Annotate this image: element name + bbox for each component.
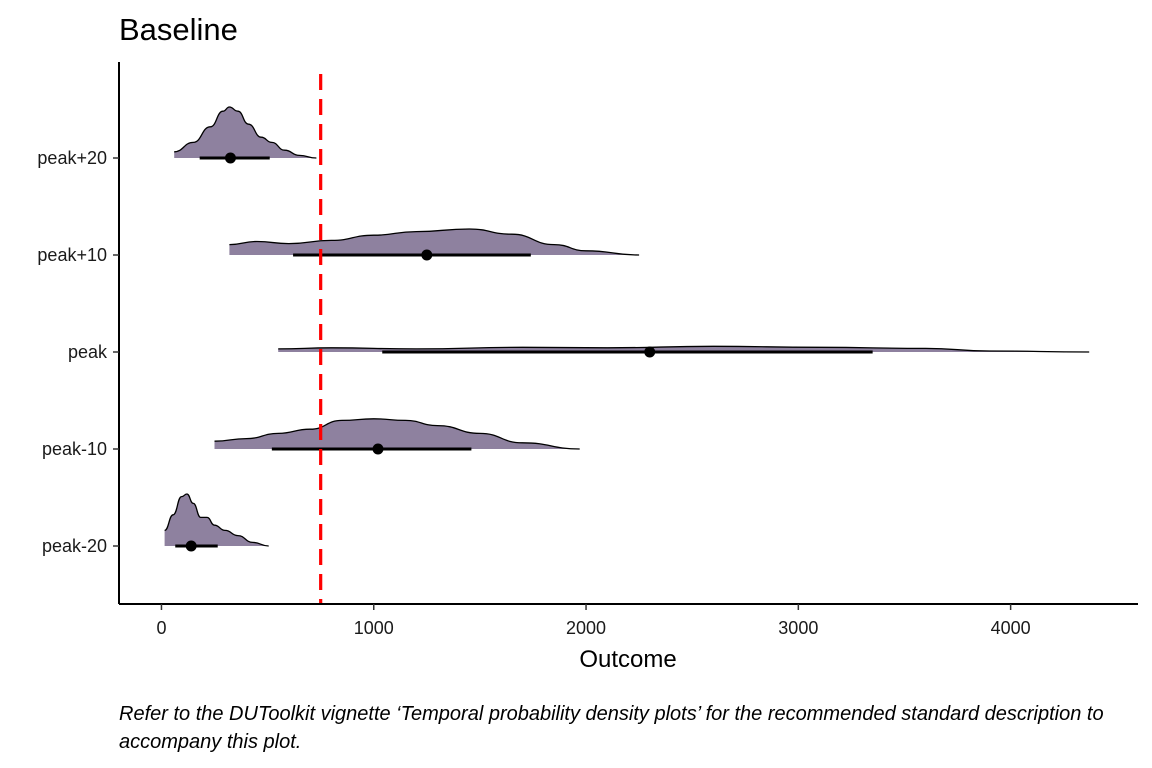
x-tick-label: 2000: [566, 618, 606, 638]
density-outline-peakplus10: [229, 228, 640, 256]
point-estimate-peakminus10: [372, 443, 384, 455]
chart-caption: Refer to the DUToolkit vignette ‘Tempora…: [119, 703, 1104, 753]
chart-title: Baseline: [119, 12, 238, 47]
point-estimate-peakplus20: [224, 152, 236, 164]
point-estimate-peakminus20: [185, 540, 197, 552]
density-fill-peakminus10: [214, 418, 580, 449]
density-fill-peakminus20: [164, 494, 269, 546]
x-tick-label: 3000: [778, 618, 818, 638]
x-axis-title: Outcome: [579, 646, 676, 673]
x-tick-label: 1000: [354, 618, 394, 638]
density-ridges: [164, 106, 1090, 552]
density-outline-peakplus20: [174, 106, 317, 159]
density-fill-peakplus20: [174, 107, 317, 158]
y-tick-label: peak: [68, 342, 108, 362]
density-outline-peakminus10: [214, 418, 580, 450]
x-tick-label: 0: [156, 618, 166, 638]
density-outline-peakminus20: [164, 493, 269, 547]
y-tick-label: peak-20: [42, 536, 107, 556]
x-tick-label: 4000: [991, 618, 1031, 638]
y-tick-label: peak+10: [37, 245, 107, 265]
ridgeline-chart: Baseline 0 1000 2000 3000 4000 peak-20 peak-1…: [37, 12, 1138, 673]
point-estimate-peak: [644, 346, 656, 358]
x-axis-ticks: 0 1000 2000 3000 4000: [156, 604, 1031, 638]
y-tick-label: peak+20: [37, 148, 107, 168]
density-outline-peak: [278, 345, 1090, 353]
density-fill-peakplus10: [229, 229, 640, 255]
y-axis-ticks: peak-20 peak-10 peak peak+10 peak+20: [37, 148, 119, 556]
y-tick-label: peak-10: [42, 439, 107, 459]
point-estimate-peakplus10: [421, 249, 433, 261]
